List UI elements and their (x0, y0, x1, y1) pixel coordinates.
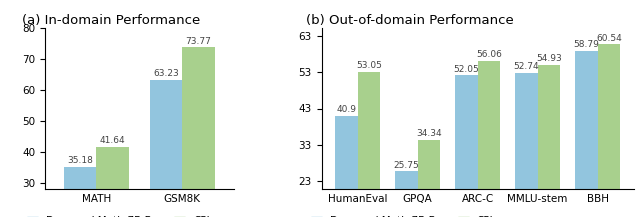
Text: 52.74: 52.74 (513, 62, 539, 71)
Bar (515, 73, 538, 217)
Bar (598, 44, 620, 217)
Bar (358, 72, 380, 217)
Text: 41.64: 41.64 (100, 136, 125, 145)
Bar (182, 48, 215, 217)
Text: 60.54: 60.54 (596, 34, 622, 43)
Text: 56.06: 56.06 (476, 50, 502, 59)
Text: 63.23: 63.23 (153, 69, 179, 79)
Bar (538, 65, 561, 217)
Text: 73.77: 73.77 (186, 37, 212, 46)
Text: 58.79: 58.79 (573, 40, 599, 49)
Text: 54.93: 54.93 (536, 54, 562, 63)
Text: 34.34: 34.34 (416, 129, 442, 138)
Bar (575, 51, 598, 217)
Bar (395, 171, 417, 217)
Text: (b) Out-of-domain Performance: (b) Out-of-domain Performance (306, 14, 514, 27)
Bar (97, 147, 129, 217)
Text: 40.9: 40.9 (336, 105, 356, 114)
Bar (64, 167, 97, 217)
Bar (335, 116, 358, 217)
Text: 53.05: 53.05 (356, 61, 382, 70)
Bar (417, 140, 440, 217)
Text: (a) In-domain Performance: (a) In-domain Performance (22, 14, 200, 27)
Text: 52.05: 52.05 (453, 65, 479, 74)
Bar (150, 80, 182, 217)
Text: 35.18: 35.18 (67, 156, 93, 165)
Bar (477, 61, 500, 217)
Bar (455, 76, 477, 217)
Text: 25.75: 25.75 (394, 161, 419, 170)
